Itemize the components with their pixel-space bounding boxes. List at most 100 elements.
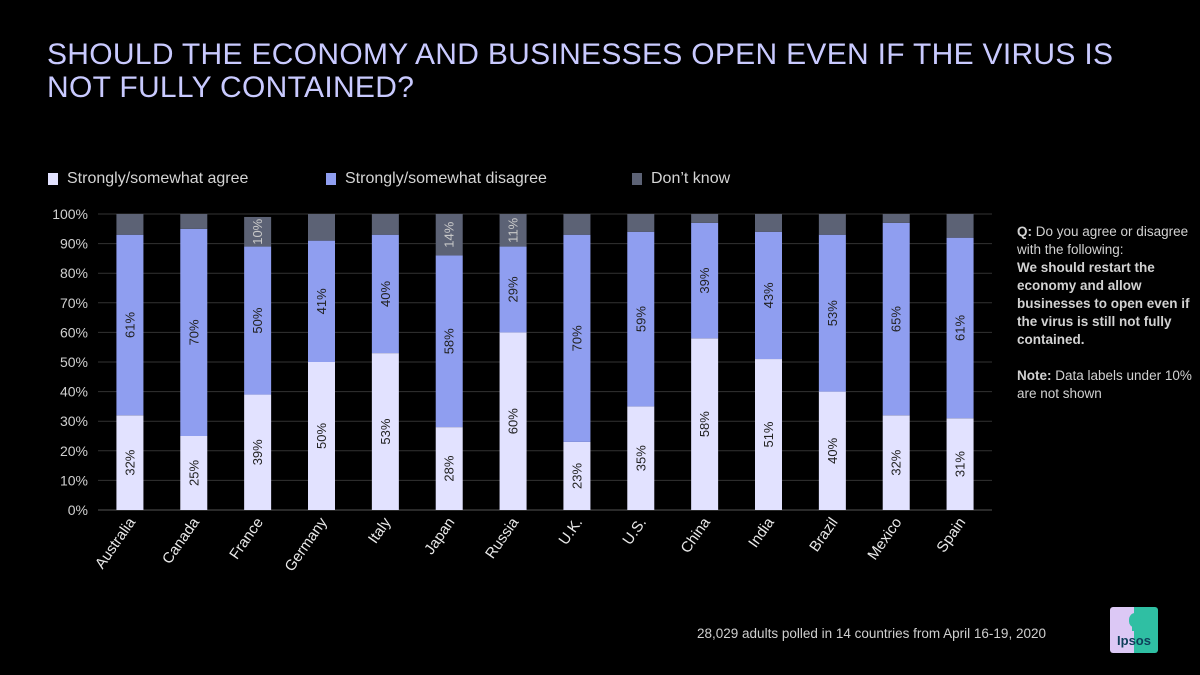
- bar-group-mexico: 32% 65%: [882, 214, 910, 510]
- data-label: 39%: [250, 439, 265, 465]
- ipsos-logo: Ipsos: [1110, 607, 1158, 653]
- bar-segment: [308, 214, 335, 241]
- bar-segment: [882, 222, 910, 416]
- bar-group-brazil: 40% 53%: [818, 214, 846, 510]
- bar-segment: [499, 332, 527, 510]
- bar-group-china: 58% 39%: [691, 214, 719, 510]
- bar-segment: [691, 222, 719, 339]
- legend-swatch-disagree: [326, 173, 336, 185]
- x-tick-label: Italy: [365, 514, 395, 547]
- bar-segment: [627, 214, 655, 232]
- bar-segment: [499, 214, 527, 247]
- bar-group-india: 51% 43%: [755, 214, 782, 510]
- bar-segment: [435, 255, 463, 428]
- bar-segment: [244, 216, 272, 247]
- question-text: Q: Do you agree or disagree with the fol…: [1017, 223, 1192, 259]
- bar-segment: [882, 214, 910, 223]
- bar-group-germany: 50% 41%: [308, 214, 335, 510]
- data-label: 31%: [953, 451, 968, 477]
- bar-group-uk: 23% 70%: [563, 214, 591, 510]
- data-label: 70%: [186, 319, 201, 345]
- bar-segment: [563, 441, 591, 510]
- x-axis: Australia Canada France Germany Italy Japan Ru…: [92, 514, 970, 575]
- x-tick-label: Germany: [281, 514, 331, 575]
- bars: 32% 61% 25% 70% 39% 50% 10% 50% 41% 53% 40% 28% 58% 1…: [116, 214, 974, 510]
- legend-label-agree: Strongly/somewhat agree: [67, 170, 249, 187]
- bar-segment: [308, 362, 335, 510]
- bar-group-us: 35% 59%: [627, 214, 655, 510]
- data-label: 65%: [889, 306, 904, 332]
- bar-group-spain: 31% 61%: [946, 214, 974, 510]
- bar-segment: [563, 214, 591, 235]
- bar-group-japan: 28% 58% 14%: [435, 214, 463, 510]
- bar-segment: [818, 391, 846, 510]
- data-label: 40%: [378, 280, 393, 306]
- bar-segment: [180, 214, 208, 229]
- legend-swatch-agree: [48, 173, 58, 185]
- bar-segment: [627, 231, 655, 407]
- y-tick-label: 70%: [60, 295, 88, 311]
- grid-lines: [98, 213, 992, 511]
- legend-label-dont-know: Don’t know: [651, 170, 731, 187]
- bar-segment: [818, 214, 846, 235]
- logo-neck-shape: [1132, 625, 1138, 631]
- bar-segment: [435, 214, 463, 256]
- question-body: Do you agree or disagree with the follow…: [1017, 224, 1189, 257]
- bar-segment: [308, 240, 335, 362]
- data-label: 40%: [825, 437, 840, 463]
- data-label: 11%: [506, 217, 521, 242]
- bar-segment: [244, 246, 272, 395]
- bar-segment: [180, 228, 208, 436]
- y-tick-label: 50%: [60, 354, 88, 370]
- data-label: 28%: [442, 455, 457, 481]
- legend-swatch-dont-know: [632, 173, 642, 185]
- bar-group-australia: 32% 61%: [116, 214, 144, 510]
- y-tick-label: 100%: [52, 206, 88, 222]
- data-label: 59%: [633, 306, 648, 332]
- x-tick-label: Canada: [159, 514, 203, 567]
- y-tick-label: 20%: [60, 443, 88, 459]
- bar-segment: [818, 234, 846, 392]
- bar-segment: [435, 427, 463, 510]
- data-label: 43%: [761, 282, 776, 308]
- data-label: 60%: [506, 408, 521, 434]
- logo-head-icon: [1129, 613, 1141, 627]
- legend-item-dont-know: Don’t know: [632, 170, 730, 188]
- bar-segment: [180, 436, 208, 510]
- bar-segment: [755, 214, 782, 232]
- bar-group-italy: 53% 40%: [371, 214, 399, 510]
- data-label: 58%: [442, 328, 457, 354]
- x-tick-label: Mexico: [864, 515, 905, 564]
- bar-group-russia: 60% 29% 11%: [499, 214, 527, 510]
- data-label: 23%: [569, 463, 584, 489]
- bar-segment: [244, 394, 272, 510]
- data-label: 35%: [633, 445, 648, 471]
- statement-text: We should restart the economy and allow …: [1017, 260, 1190, 347]
- y-tick-label: 40%: [60, 384, 88, 400]
- legend-label-disagree: Strongly/somewhat disagree: [345, 170, 547, 187]
- bar-segment: [371, 214, 399, 235]
- y-tick-label: 80%: [60, 265, 88, 281]
- bar-segment: [499, 246, 527, 333]
- data-label: 50%: [314, 423, 329, 449]
- data-label: 53%: [825, 300, 840, 326]
- x-tick-label: France: [226, 515, 267, 563]
- x-tick-label: U.S.: [619, 515, 650, 549]
- x-tick-label: Brazil: [806, 515, 841, 555]
- question-label: Q:: [1017, 224, 1032, 239]
- data-label: 41%: [314, 288, 329, 314]
- logo-text: Ipsos: [1117, 633, 1151, 648]
- x-tick-label: India: [745, 514, 778, 551]
- data-label: 14%: [442, 221, 457, 247]
- bar-segment: [946, 214, 974, 238]
- bar-group-canada: 25% 70%: [180, 214, 208, 510]
- data-label: 32%: [122, 449, 137, 475]
- data-label: 70%: [569, 325, 584, 351]
- bar-segment: [946, 237, 974, 419]
- y-tick-label: 90%: [60, 236, 88, 252]
- y-tick-label: 10%: [60, 472, 88, 488]
- bar-segment: [691, 338, 719, 510]
- bar-segment: [116, 415, 144, 510]
- data-label: 51%: [761, 421, 776, 447]
